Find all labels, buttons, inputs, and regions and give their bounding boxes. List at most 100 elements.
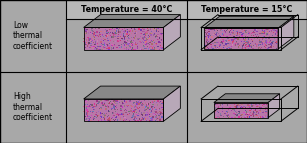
Point [146, 103, 150, 105]
Point [233, 116, 238, 119]
Point [90, 39, 95, 41]
Point [154, 43, 159, 45]
Point [92, 116, 97, 118]
Point [247, 114, 251, 116]
Point [127, 44, 132, 47]
Point [146, 106, 151, 109]
Point [87, 39, 91, 41]
Point [150, 40, 155, 43]
Point [227, 33, 232, 35]
Point [107, 106, 112, 108]
Point [113, 40, 118, 42]
Point [150, 119, 155, 121]
Point [144, 48, 149, 50]
Point [103, 115, 108, 117]
Point [138, 29, 143, 31]
Point [83, 40, 88, 42]
Point [145, 28, 150, 30]
Point [103, 100, 108, 102]
Point [214, 32, 219, 35]
Point [245, 116, 250, 118]
Point [218, 29, 223, 31]
Point [259, 31, 264, 33]
Point [151, 112, 156, 115]
Point [150, 116, 155, 118]
Point [112, 43, 117, 45]
Point [106, 30, 111, 32]
Bar [214, 103, 268, 118]
Point [206, 34, 211, 36]
Point [90, 30, 95, 32]
Point [122, 119, 127, 121]
Point [212, 45, 217, 48]
Point [245, 41, 250, 43]
Point [256, 102, 261, 105]
Point [130, 43, 135, 45]
Point [216, 106, 221, 108]
Point [123, 42, 128, 44]
Point [95, 101, 100, 103]
Point [149, 34, 154, 36]
Point [241, 44, 246, 46]
Point [227, 36, 231, 39]
Point [231, 113, 236, 115]
Point [110, 112, 115, 115]
Point [247, 105, 251, 108]
Point [249, 115, 254, 117]
Point [227, 29, 232, 31]
Point [121, 35, 126, 37]
Point [154, 108, 159, 110]
Point [260, 37, 265, 40]
Point [214, 33, 219, 35]
Point [113, 118, 118, 121]
Point [261, 40, 266, 42]
Point [97, 107, 102, 109]
Point [159, 112, 164, 114]
Point [126, 104, 131, 106]
Point [211, 47, 216, 49]
Point [232, 116, 237, 119]
Point [148, 32, 153, 34]
Point [138, 48, 143, 51]
Point [128, 48, 133, 50]
Point [247, 42, 252, 44]
Point [150, 107, 155, 109]
Point [125, 35, 130, 37]
Point [258, 43, 262, 45]
Point [256, 113, 261, 115]
Point [265, 102, 270, 105]
Point [113, 30, 118, 32]
Point [239, 43, 244, 46]
Point [133, 105, 138, 107]
Point [133, 105, 138, 108]
Point [111, 104, 116, 106]
Point [134, 106, 139, 108]
Point [97, 98, 102, 101]
Point [132, 111, 137, 113]
Point [107, 45, 112, 48]
Point [224, 40, 229, 42]
Point [120, 102, 125, 104]
Point [112, 104, 117, 107]
Point [152, 99, 157, 101]
Point [101, 104, 106, 106]
Point [140, 119, 145, 121]
Point [252, 109, 257, 111]
Point [140, 103, 145, 105]
Point [251, 115, 256, 118]
Point [253, 108, 258, 111]
Point [235, 43, 240, 45]
Point [107, 111, 112, 113]
Point [121, 32, 126, 35]
Point [130, 47, 135, 49]
Point [144, 104, 149, 106]
Point [239, 35, 244, 37]
Point [128, 100, 133, 102]
Point [89, 38, 94, 40]
Point [239, 108, 243, 110]
Point [103, 113, 108, 115]
Point [91, 117, 95, 119]
Point [140, 117, 145, 120]
Point [113, 33, 118, 35]
Point [241, 42, 246, 45]
